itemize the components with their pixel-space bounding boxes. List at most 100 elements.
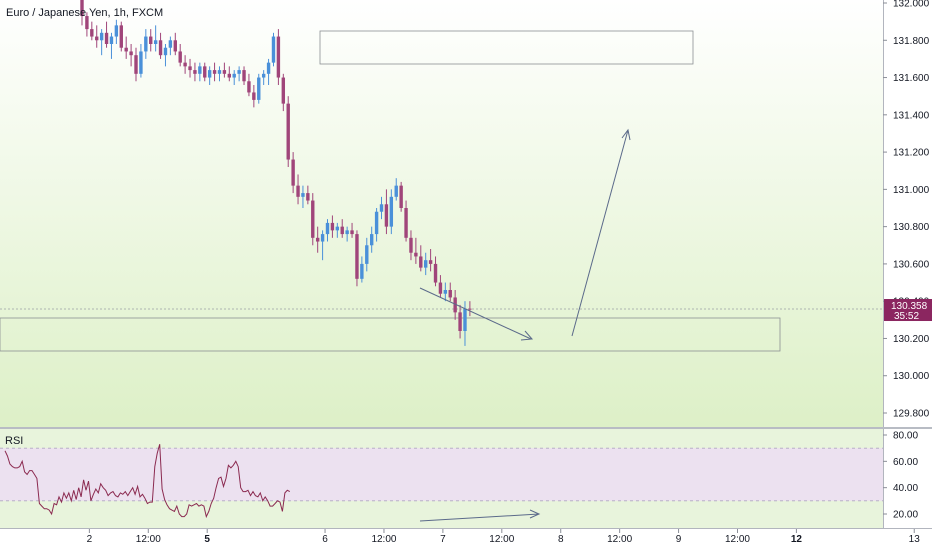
divergence-arrow-rsi[interactable] (419, 513, 540, 522)
price-tick-label: 129.800 (893, 409, 930, 420)
candle-body (173, 40, 177, 52)
candle (468, 301, 472, 317)
candle-body (374, 211, 379, 235)
candle (315, 226, 320, 253)
candle (424, 252, 428, 276)
candle (80, 0, 84, 26)
candles (80, 0, 472, 346)
bar-countdown: 35:52 (894, 311, 919, 322)
rsi-tick-label: 20.00 (893, 510, 918, 521)
candle-body (468, 308, 472, 310)
candle-body (80, 0, 84, 17)
candle-body (109, 36, 114, 44)
projection-arrow[interactable] (571, 129, 629, 337)
price-axis-ticks: 132.000 131.800 131.600 131.400 131.200 131.0… (883, 0, 930, 420)
candle-body (217, 70, 222, 74)
candle-body (168, 40, 173, 48)
candle (99, 29, 104, 56)
candle-body (158, 40, 163, 56)
time-tick-label: 12:00 (725, 534, 750, 545)
time-tick-label: 12 (791, 534, 803, 545)
candle (335, 222, 340, 238)
last-price-badge: 130.358 35:52 (884, 299, 932, 322)
candle-body (144, 36, 148, 52)
candle (153, 25, 158, 52)
price-tick-label: 131.000 (893, 185, 930, 196)
candle-body (438, 282, 443, 294)
chart-title: Euro / Japanese Yen, 1h, FXCM (6, 7, 163, 19)
candle-body (414, 252, 418, 257)
projection-arrow-head (621, 128, 631, 141)
candle (374, 208, 379, 242)
candle-body (227, 73, 231, 78)
candle-body (424, 260, 428, 268)
candle-body (296, 185, 300, 197)
candle-body (149, 36, 153, 44)
candle (129, 44, 133, 67)
time-tick-label: 2 (87, 534, 93, 545)
candle-body (443, 290, 448, 294)
candle (281, 73, 286, 112)
candle-body (315, 237, 320, 242)
candle-body (301, 193, 305, 197)
candle-body (95, 36, 99, 41)
candle-body (286, 103, 290, 160)
candle-body (355, 234, 359, 279)
candle-body (409, 237, 413, 253)
candle (286, 96, 290, 167)
candle-body (433, 263, 438, 283)
candle-body (399, 185, 403, 208)
candle-body (276, 36, 281, 78)
candle-body (129, 51, 133, 56)
price-tick-label: 131.800 (893, 36, 930, 47)
divergence-arrow-price[interactable] (419, 287, 532, 340)
time-tick-label: 6 (322, 534, 328, 545)
price-tick-label: 130.000 (893, 371, 930, 382)
candle (85, 12, 89, 37)
candle-body (340, 226, 344, 235)
candle-body (419, 256, 423, 268)
rsi-axis-bg (883, 429, 932, 528)
candle-body (198, 66, 202, 74)
candle (340, 219, 344, 238)
supply-zone-box[interactable] (319, 30, 694, 65)
candle-body (252, 92, 256, 100)
last-price-value: 130.358 (891, 301, 928, 312)
candle (360, 256, 364, 283)
candle (330, 215, 335, 238)
candle (178, 44, 182, 67)
candle (158, 32, 163, 59)
candle (203, 62, 207, 82)
drawings (419, 128, 631, 341)
candle-body (212, 70, 217, 74)
candle (384, 189, 389, 235)
price-panel-bg (0, 0, 883, 427)
candle-body (306, 193, 310, 201)
candle (193, 62, 197, 82)
candle-body (271, 36, 276, 63)
time-tick-label: 5 (204, 534, 210, 545)
candle-body (203, 66, 207, 78)
candle-body (183, 62, 187, 67)
candle (163, 44, 168, 67)
candle (350, 222, 354, 238)
candle (119, 21, 123, 52)
time-tick-label: 7 (440, 534, 446, 545)
candle (301, 185, 305, 208)
candle (168, 36, 173, 56)
candle-body (448, 290, 452, 298)
candle-body (193, 70, 197, 74)
candle-body (153, 40, 158, 44)
candle (266, 58, 271, 85)
candle (433, 256, 438, 287)
candle (109, 32, 114, 59)
candle (198, 62, 202, 82)
candle-body (237, 70, 241, 74)
candle (365, 237, 369, 272)
candle-body (384, 204, 389, 227)
demand-zone-box[interactable] (0, 317, 781, 352)
candle (188, 58, 192, 78)
divergence-arrow-rsi-head (529, 509, 541, 519)
candle-body (257, 77, 261, 100)
